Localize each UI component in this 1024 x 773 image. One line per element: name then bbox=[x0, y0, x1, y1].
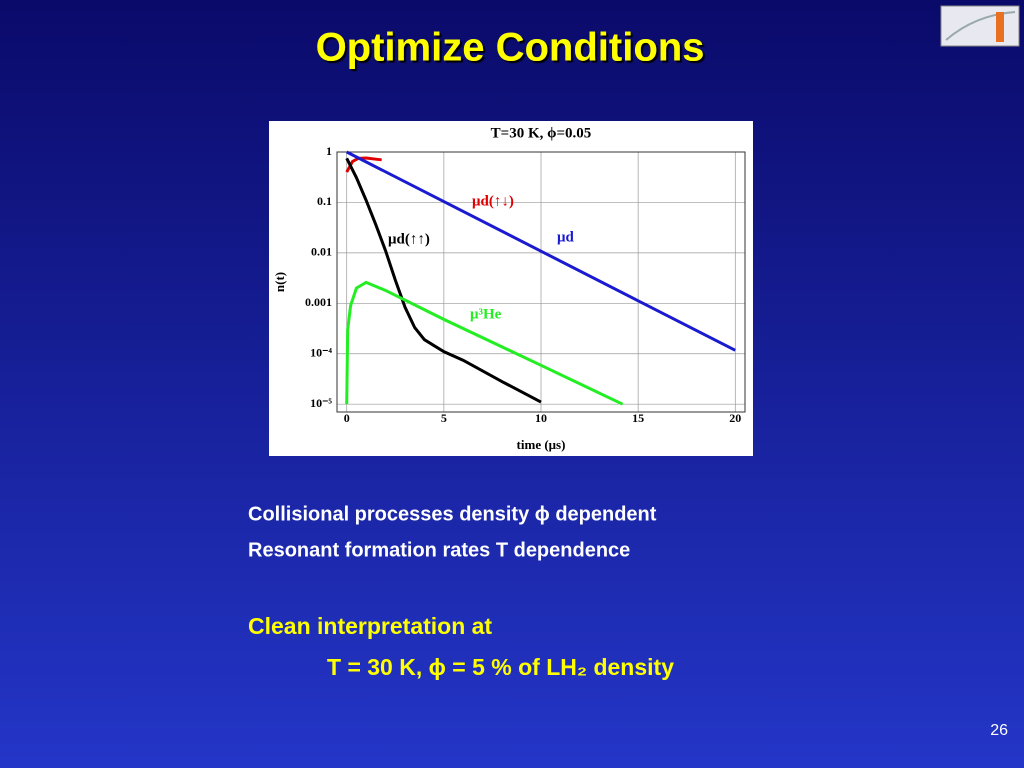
y-tick-label: 0.01 bbox=[311, 245, 332, 259]
highlight: Clean interpretation at bbox=[248, 613, 492, 639]
x-tick-label: 15 bbox=[632, 411, 644, 425]
y-tick-label: 1 bbox=[326, 144, 332, 158]
y-tick-label: 10⁻⁵ bbox=[310, 396, 332, 410]
y-tick-label: 0.001 bbox=[305, 295, 332, 309]
series-line bbox=[345, 280, 624, 406]
logo bbox=[940, 5, 1020, 47]
bullet: Resonant formation rates T dependence bbox=[248, 539, 630, 561]
chart-panel bbox=[269, 121, 753, 456]
bullet: Collisional processes density ϕ dependen… bbox=[248, 503, 657, 525]
plot-frame bbox=[336, 151, 746, 413]
series-line bbox=[345, 157, 542, 404]
series-label: μd(↑↑) bbox=[388, 231, 430, 247]
y-tick-label: 0.1 bbox=[317, 194, 332, 208]
x-tick-label: 20 bbox=[729, 411, 741, 425]
x-axis-label: time (μs) bbox=[517, 437, 566, 452]
page-number: 26 bbox=[990, 722, 1008, 739]
highlight: T = 30 K, ϕ = 5 % of LH₂ density bbox=[327, 654, 674, 680]
series-line bbox=[346, 150, 736, 352]
series-line bbox=[345, 156, 382, 173]
series-label: μ³He bbox=[470, 306, 502, 322]
x-tick-label: 0 bbox=[344, 411, 350, 425]
y-axis-label: n(t) bbox=[272, 272, 287, 292]
chart-title: T=30 K, ϕ=0.05 bbox=[491, 125, 592, 141]
slide-title: Optimize Conditions bbox=[316, 26, 705, 70]
chart: T=30 K, ϕ=0.05 time (μs) n(t) 1 0.1 0.01 0.001… bbox=[272, 125, 746, 452]
x-tick-label: 5 bbox=[441, 411, 447, 425]
series-label: μd(↑↓) bbox=[472, 193, 514, 209]
series-label: μd bbox=[557, 229, 575, 245]
x-tick-label: 10 bbox=[535, 411, 547, 425]
y-tick-label: 10⁻⁴ bbox=[310, 345, 332, 359]
